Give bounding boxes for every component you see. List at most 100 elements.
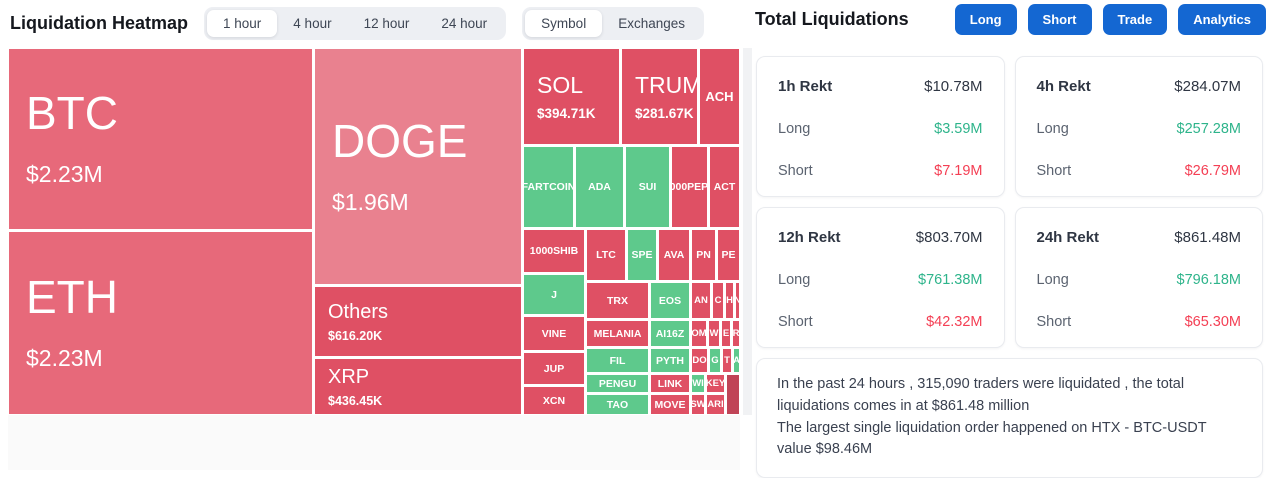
coin-symbol: VINE: [541, 327, 567, 340]
treemap-cell-fartcoin[interactable]: FARTCOIN: [523, 146, 574, 228]
long-value: $257.28M: [1176, 121, 1242, 137]
liquidation-amount: $616.20K: [328, 328, 383, 343]
coin-symbol: LINK: [657, 377, 683, 390]
short-button[interactable]: Short: [1027, 4, 1092, 35]
coin-symbol: ETH: [26, 271, 118, 323]
treemap-cell-key[interactable]: KEY: [706, 374, 725, 393]
coin-symbol: WI: [692, 378, 704, 389]
treemap-cell-sol[interactable]: SOL $394.71K: [523, 48, 620, 145]
treemap-cell-sw[interactable]: SW: [691, 394, 705, 415]
long-button[interactable]: Long: [954, 4, 1017, 35]
treemap-cell-g[interactable]: G: [709, 348, 721, 373]
treemap-cell-act[interactable]: ACT: [709, 146, 740, 228]
long-label: Long: [1036, 121, 1069, 137]
treemap-cell-xcn[interactable]: XCN: [523, 386, 585, 415]
total-liquidations-title: Total Liquidations: [755, 9, 909, 29]
treemap-cell-n[interactable]: N: [735, 282, 740, 319]
treemap-cell-ada[interactable]: ADA: [575, 146, 624, 228]
treemap-cell-ltc[interactable]: LTC: [586, 229, 626, 281]
treemap-cell-link[interactable]: LINK: [650, 374, 690, 393]
treemap-cell-wi[interactable]: WI: [691, 374, 705, 393]
treemap-cell-ari[interactable]: ARI: [706, 394, 725, 415]
treemap-cell-a[interactable]: A: [733, 348, 740, 373]
coin-symbol: G: [711, 355, 719, 366]
treemap-cell-vine[interactable]: VINE: [523, 316, 585, 351]
treemap-cell-spe[interactable]: SPE: [627, 229, 657, 281]
treemap-cell-pe[interactable]: PE: [717, 229, 740, 281]
stat-card-24h-rekt: 24h Rekt $861.48M Long $796.18M Short $65.30M: [1014, 207, 1263, 348]
coin-symbol: TAO: [606, 398, 629, 411]
treemap-cell-pn[interactable]: PN: [691, 229, 716, 281]
treemap-cell-pyth[interactable]: PYTH: [650, 348, 690, 373]
trade-button[interactable]: Trade: [1102, 4, 1168, 35]
liquidation-amount: $394.71K: [537, 106, 596, 121]
treemap-cell-pengu[interactable]: PENGU: [586, 374, 649, 393]
coin-symbol: 1000PEPE: [672, 181, 708, 193]
treemap-cell-e[interactable]: E: [721, 320, 731, 347]
coin-symbol: N: [736, 295, 739, 306]
panel-divider: [743, 48, 752, 415]
coin-symbol: LTC: [596, 249, 616, 261]
short-row: Short $65.30M: [1037, 314, 1242, 330]
treemap-cell-w[interactable]: W: [708, 320, 720, 347]
treemap-cell-t[interactable]: T: [722, 348, 732, 373]
treemap-cell-1000pepe[interactable]: 1000PEPE: [671, 146, 708, 228]
coin-symbol: MELANIA: [593, 327, 642, 340]
summary-line-1: In the past 24 hours , 315,090 traders w…: [777, 376, 1185, 414]
short-row: Short $26.79M: [1037, 163, 1242, 179]
treemap-cell-btc[interactable]: BTC $2.23M: [8, 48, 313, 230]
treemap-cell-trx[interactable]: TRX: [586, 282, 649, 319]
card-total-value: $861.48M: [1174, 229, 1241, 246]
treemap-cell-ava[interactable]: AVA: [658, 229, 690, 281]
treemap-cell-sui[interactable]: SUI: [625, 146, 670, 228]
coin-symbol: A: [733, 355, 740, 366]
short-label: Short: [1036, 314, 1072, 330]
treemap-cell-others[interactable]: Others $616.20K: [314, 286, 522, 357]
coin-symbol: ACH: [705, 89, 734, 104]
treemap-cell-an[interactable]: AN: [691, 282, 711, 319]
treemap-cell-do[interactable]: DO: [691, 348, 708, 373]
treemap-cell-om[interactable]: OM: [691, 320, 707, 347]
liquidation-amount: $281.67K: [635, 106, 694, 121]
time-tab-24-hour[interactable]: 24 hour: [441, 15, 488, 31]
coin-symbol: TRX: [607, 294, 628, 307]
treemap-cell-1000shib[interactable]: 1000SHIB: [523, 229, 585, 273]
analytics-button[interactable]: Analytics: [1178, 4, 1266, 35]
treemap-cell-unknown[interactable]: [726, 374, 740, 415]
coin-symbol: XCN: [542, 394, 566, 407]
coin-symbol: ACT: [713, 181, 736, 193]
coin-symbol: EOS: [658, 294, 682, 307]
treemap-cell-xrp[interactable]: XRP $436.45K: [314, 358, 522, 415]
treemap-cell-c[interactable]: C: [712, 282, 724, 319]
liquidation-amount: $2.23M: [26, 345, 103, 371]
coin-symbol: C: [714, 295, 722, 306]
coin-symbol: PE: [721, 249, 736, 261]
card-head: 12h Rekt $803.70M: [778, 229, 983, 246]
card-title: 12h Rekt: [778, 229, 841, 246]
treemap-cell-eos[interactable]: EOS: [650, 282, 690, 319]
treemap-cell-r[interactable]: R: [732, 320, 740, 347]
treemap-cell-trump[interactable]: TRUMP $281.67K: [621, 48, 698, 145]
short-label: Short: [1036, 163, 1072, 179]
treemap-cell-ach[interactable]: ACH: [699, 48, 740, 145]
coin-symbol: TRUMP: [635, 72, 697, 98]
treemap-cell-fil[interactable]: FIL: [586, 348, 649, 373]
treemap-cell-j[interactable]: J: [523, 274, 585, 315]
time-tab-12-hour[interactable]: 12 hour: [363, 15, 410, 31]
short-label: Short: [778, 163, 813, 179]
heatmap-header: Liquidation Heatmap 1 hour 4 hour 12 hour 2…: [10, 2, 704, 44]
treemap-cell-h[interactable]: H: [725, 282, 734, 319]
treemap-cell-eth[interactable]: ETH $2.23M: [8, 231, 313, 415]
treemap-cell-ai16z[interactable]: AI16Z: [650, 320, 690, 347]
time-tab-4-hour[interactable]: 4 hour: [293, 15, 332, 31]
treemap-cell-melania[interactable]: MELANIA: [586, 320, 649, 347]
treemap-cell-move[interactable]: MOVE: [650, 394, 690, 415]
time-tab-1-hour[interactable]: 1 hour: [207, 9, 278, 37]
treemap-cell-doge[interactable]: DOGE $1.96M: [314, 48, 522, 285]
treemap-cell-jup[interactable]: JUP: [523, 352, 585, 385]
mode-tab-symbol[interactable]: Symbol: [525, 9, 603, 37]
treemap-cell-tao[interactable]: TAO: [586, 394, 649, 415]
mode-tab-exchanges[interactable]: Exchanges: [618, 15, 685, 31]
stat-card-12h-rekt: 12h Rekt $803.70M Long $761.38M Short $42.32M: [756, 207, 1005, 348]
liquidation-amount: $436.45K: [328, 393, 383, 408]
